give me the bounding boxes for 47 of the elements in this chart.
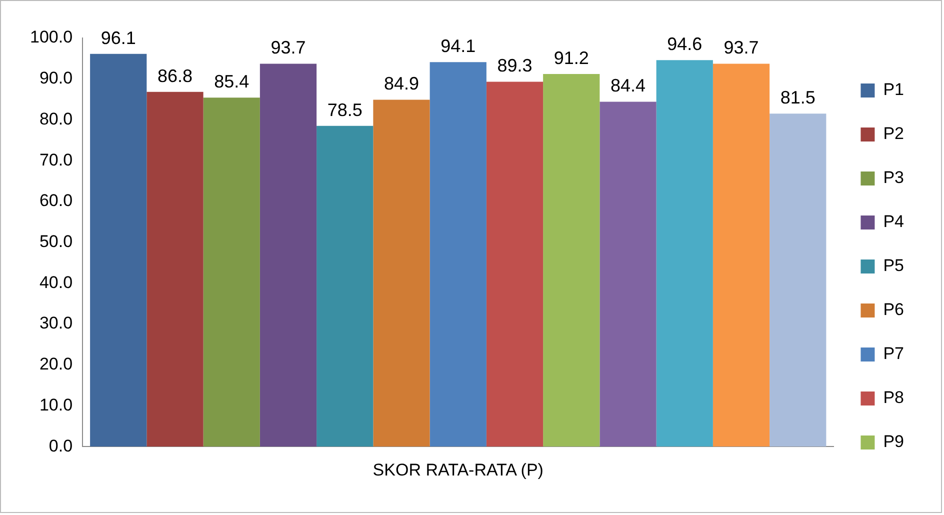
y-tick-label: 80.0	[39, 109, 73, 128]
bar	[770, 114, 826, 447]
bar	[203, 98, 260, 447]
y-tick-label: 60.0	[39, 191, 73, 210]
data-label: 84.4	[610, 76, 646, 96]
data-label: 89.3	[497, 56, 532, 76]
legend-label: P4	[883, 212, 904, 232]
bar	[543, 74, 600, 447]
bar	[90, 54, 147, 447]
bar	[430, 62, 486, 447]
data-label: 93.7	[724, 38, 759, 58]
bar	[260, 64, 317, 447]
legend-label: P6	[883, 300, 904, 320]
bar	[656, 60, 713, 447]
bar	[373, 100, 430, 447]
y-tick-label: 0.0	[48, 436, 73, 456]
y-tick-label: 50.0	[39, 232, 73, 251]
y-tick-label: 20.0	[39, 354, 73, 374]
bar	[600, 102, 656, 447]
data-label: 91.2	[554, 48, 589, 68]
legend-label: P7	[883, 344, 904, 364]
legend-label: P3	[883, 168, 904, 188]
legend-label: P8	[883, 388, 904, 408]
bar	[316, 126, 374, 447]
data-label: 93.7	[270, 38, 306, 58]
data-label: 94.1	[440, 36, 476, 56]
data-label: 86.8	[157, 66, 193, 86]
y-tick-label: 70.0	[39, 150, 73, 170]
bar	[146, 92, 204, 447]
data-label: 96.1	[100, 28, 136, 48]
y-tick-label: 40.0	[39, 272, 73, 292]
bar	[712, 64, 770, 447]
y-tick-label: 30.0	[39, 314, 73, 333]
data-label: 78.5	[327, 100, 362, 120]
legend-label: P9	[883, 432, 904, 452]
legend-label: P5	[883, 256, 904, 276]
bar	[486, 82, 544, 447]
legend-label: P2	[883, 124, 904, 144]
legend-label: P1	[883, 80, 904, 100]
data-label: 81.5	[780, 88, 816, 108]
y-tick-label: 10.0	[39, 395, 73, 414]
y-tick-label: 100.0	[30, 28, 73, 47]
data-label: 94.6	[667, 34, 702, 54]
y-tick-label: 90.0	[39, 68, 73, 88]
data-label: 84.9	[384, 74, 420, 94]
x-tick-label: SKOR RATA-RATA (P)	[372, 460, 544, 480]
data-label: 85.4	[214, 72, 250, 92]
